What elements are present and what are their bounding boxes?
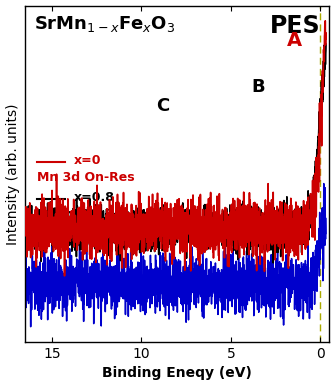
Text: x=0.8: x=0.8 — [74, 191, 115, 204]
Text: Mn 3d On-Res: Mn 3d On-Res — [37, 171, 135, 184]
Text: x=0: x=0 — [74, 154, 101, 167]
Y-axis label: Intensity (arb. units): Intensity (arb. units) — [6, 103, 19, 245]
Text: x=0 (h$\nu$=638 eV): x=0 (h$\nu$=638 eV) — [37, 271, 156, 286]
Text: PES: PES — [270, 14, 320, 38]
Text: B: B — [251, 78, 265, 96]
Text: C: C — [156, 97, 170, 115]
Text: Fe 3d On-Res: Fe 3d On-Res — [37, 208, 130, 221]
Text: A: A — [287, 31, 302, 50]
X-axis label: Binding Eneqy (eV): Binding Eneqy (eV) — [102, 366, 252, 381]
Text: SrMn$_{1-x}$Fe$_x$O$_3$: SrMn$_{1-x}$Fe$_x$O$_3$ — [34, 14, 176, 34]
